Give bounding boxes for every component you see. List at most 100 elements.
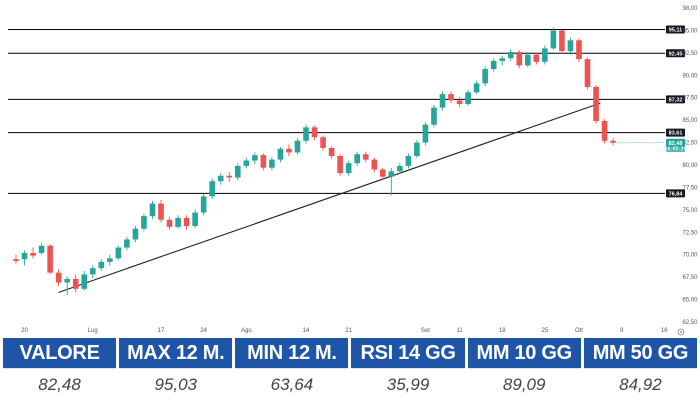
candle — [542, 45, 548, 65]
candle-body — [499, 58, 506, 61]
candle — [601, 119, 608, 144]
candlestick-chart-svg: 95,11 92,45 87,32 83,61 76,84 62,50 65,00 67,5… — [8, 6, 698, 336]
x-tick-label: 11 — [456, 328, 463, 334]
candle-body — [431, 107, 437, 125]
candle — [379, 167, 386, 180]
settings-icon[interactable] — [677, 328, 685, 336]
candle-body — [47, 245, 53, 273]
last-price-label-bg — [666, 138, 685, 152]
candle — [482, 66, 488, 87]
candle — [448, 91, 454, 104]
y-tick-label: 98,00 — [682, 6, 698, 12]
candle-body — [345, 163, 352, 174]
candle-body — [388, 171, 395, 177]
candle-body — [311, 127, 318, 138]
y-tick-label: 72,50 — [682, 230, 698, 236]
candle — [132, 226, 139, 243]
y-tick-label: 95,00 — [682, 28, 698, 34]
candle-body — [584, 59, 591, 87]
candle-body — [252, 155, 258, 161]
candle — [183, 215, 190, 230]
candle — [337, 154, 343, 176]
header-rsi-14gg: RSI 14 GG — [351, 338, 465, 368]
candle-body — [64, 278, 70, 283]
candle-body — [439, 94, 446, 108]
candle — [200, 193, 207, 216]
candle — [175, 215, 181, 229]
candle-body — [550, 30, 557, 49]
candle-body — [294, 140, 301, 153]
candle-body — [371, 159, 378, 170]
candle — [593, 85, 599, 124]
candle — [192, 209, 198, 228]
header-max-12m: MAX 12 M. — [119, 338, 233, 368]
candle-body — [269, 159, 275, 168]
candle-body — [183, 217, 190, 227]
candle-body — [72, 278, 79, 289]
candles — [13, 27, 616, 296]
candle — [13, 254, 19, 264]
candle — [559, 29, 565, 54]
candle-body — [362, 154, 369, 160]
candle-body — [482, 69, 488, 84]
candle — [294, 138, 301, 155]
level-lines: 95,11 92,45 87,32 83,61 76,84 — [8, 25, 685, 198]
level-label-bg — [666, 49, 685, 58]
candle — [64, 276, 70, 296]
candle — [499, 55, 506, 66]
candle — [490, 58, 497, 72]
x-tick-label: 18 — [499, 328, 506, 334]
candle-body — [98, 261, 105, 269]
level-label: 83,61 — [669, 131, 683, 137]
candle-body — [507, 51, 514, 59]
y-tick-label: 92,50 — [682, 51, 698, 57]
last-price-time: 16:00:20 — [664, 146, 686, 152]
candle — [550, 27, 557, 51]
level-label: 87,32 — [669, 97, 683, 103]
level-label-bg — [666, 189, 685, 198]
candle — [320, 135, 326, 151]
candle-body — [226, 175, 233, 178]
x-tick-label: Lug — [88, 328, 98, 334]
header-mm-10gg: MM 10 GG — [467, 338, 581, 368]
header-min-12m: MIN 12 M. — [235, 338, 349, 368]
candle — [431, 104, 437, 128]
x-tick-label: 17 — [158, 328, 165, 334]
candle-body — [260, 155, 267, 168]
candle — [439, 91, 446, 111]
y-axis: 62,50 65,00 67,50 70,00 72,50 75,00 77,50 80,00… — [682, 6, 698, 326]
x-tick-label: 9 — [620, 328, 624, 334]
candle — [610, 138, 616, 146]
candle — [30, 247, 36, 259]
candle-body — [30, 252, 36, 256]
candle — [55, 269, 62, 287]
candle-body — [610, 140, 616, 143]
x-tick-label: 16 — [661, 328, 668, 334]
candle-body — [328, 147, 335, 157]
candle — [286, 144, 292, 157]
candle-body — [277, 148, 284, 160]
x-tick-label: Ago — [241, 328, 252, 334]
trendline-group — [58, 102, 601, 293]
candle-body — [89, 268, 96, 275]
x-tick-label: Ott — [575, 328, 583, 334]
candle — [516, 50, 523, 69]
price-chart: 95,11 92,45 87,32 83,61 76,84 62,50 65,00 67,5… — [8, 6, 698, 336]
last-price-label: 82,48 — [669, 141, 683, 147]
candle — [388, 167, 395, 196]
candle-body — [141, 216, 147, 229]
candle-body — [21, 252, 28, 260]
candle-body — [601, 121, 608, 141]
y-tick-label: 90,00 — [682, 73, 698, 79]
level-label: 76,84 — [669, 191, 684, 197]
candle — [260, 153, 267, 171]
candle-body — [115, 247, 122, 259]
value-valore: 82,48 — [3, 368, 117, 400]
header-valore: VALORE — [3, 338, 117, 368]
value-max-12m: 95,03 — [119, 368, 233, 400]
candle — [38, 243, 45, 255]
y-tick-label: 82,50 — [682, 141, 698, 147]
x-tick-label: 14 — [303, 328, 310, 334]
candle — [141, 213, 147, 232]
